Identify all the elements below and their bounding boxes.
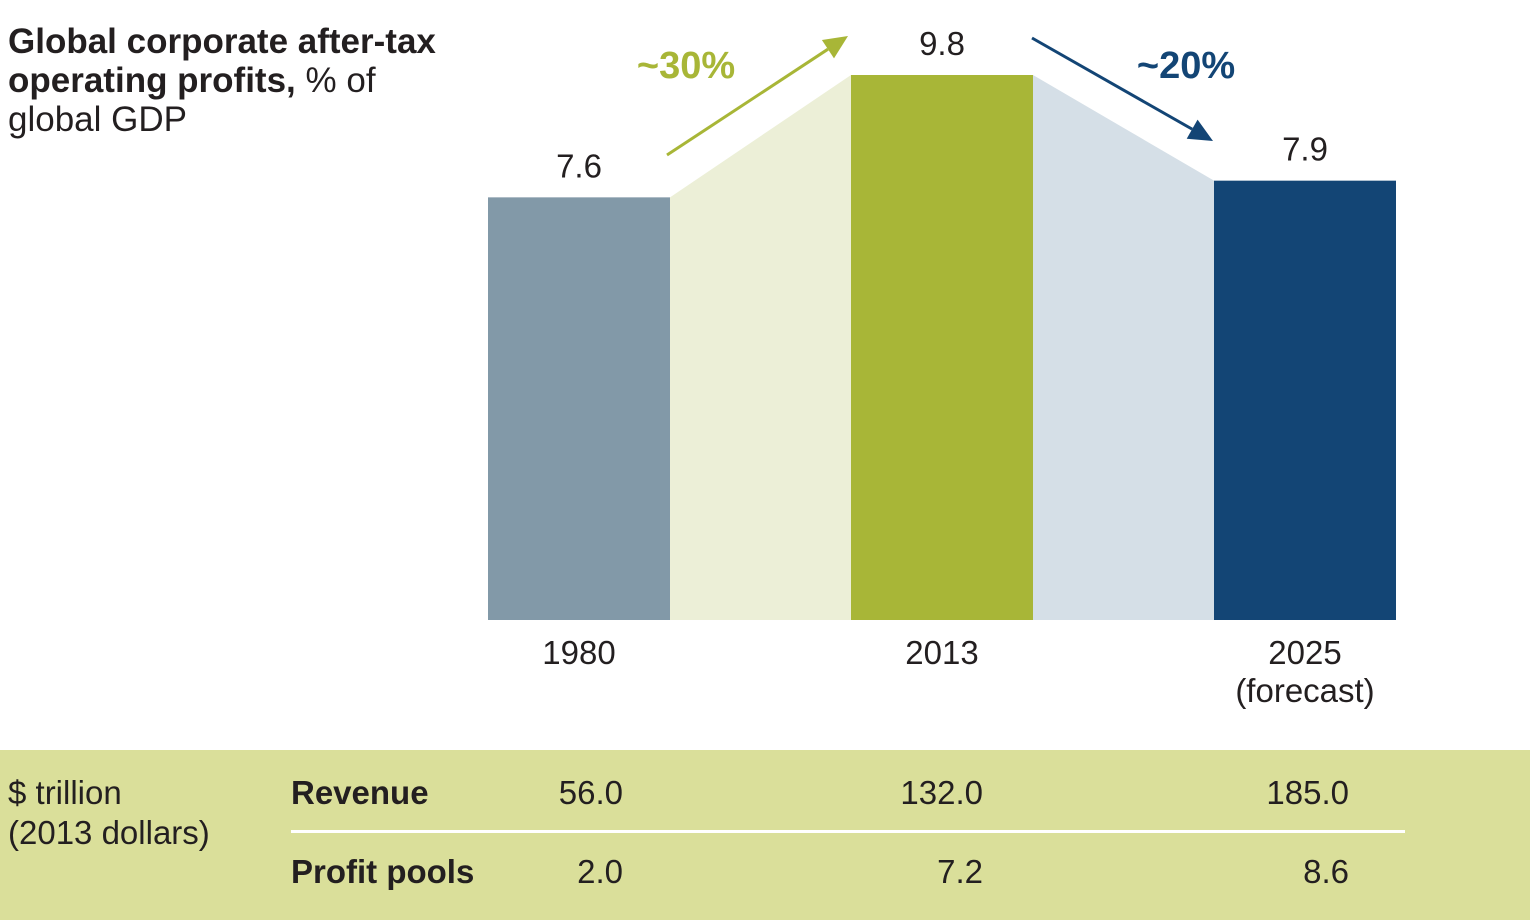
profit-pools-2013: 7.2 bbox=[937, 853, 983, 890]
value-label-1980: 7.6 bbox=[556, 147, 602, 184]
annotation-arrowhead-1 bbox=[821, 36, 848, 59]
annotation-arrow-1 bbox=[666, 47, 829, 157]
row-label-profit-pools: Profit pools bbox=[291, 853, 475, 890]
revenue-2025: 185.0 bbox=[1266, 774, 1349, 811]
annotation-label-2: ~20% bbox=[1137, 45, 1235, 87]
chart-title-bold: Global corporate after-tax operating pro… bbox=[8, 22, 436, 100]
value-label-2013: 9.8 bbox=[919, 25, 965, 62]
bar-1980 bbox=[488, 197, 670, 621]
table-divider bbox=[291, 830, 1405, 833]
category-label-2025: 2025 bbox=[1268, 634, 1341, 671]
table-unit-label: $ trillion (2013 dollars) bbox=[8, 773, 210, 853]
chart-title: Global corporate after-tax operating pro… bbox=[8, 22, 478, 139]
profit-pools-1980: 2.0 bbox=[577, 853, 623, 890]
bar-2013 bbox=[851, 75, 1033, 620]
category-label-2013: 2013 bbox=[905, 634, 978, 671]
connector-2013-2025 bbox=[1033, 75, 1214, 620]
revenue-1980: 56.0 bbox=[558, 774, 623, 811]
table-unit-line2: (2013 dollars) bbox=[8, 814, 210, 851]
row-label-revenue: Revenue bbox=[291, 774, 429, 811]
table-unit-line1: $ trillion bbox=[8, 774, 122, 811]
profit-pools-2025: 8.6 bbox=[1303, 853, 1349, 890]
chart-title-unit: % of global GDP bbox=[8, 61, 376, 139]
connector-1980-2013 bbox=[670, 75, 851, 620]
category-sublabel-2025: (forecast) bbox=[1235, 672, 1374, 709]
bar-chart: 7.6 1980 9.8 2013 7.9 2025(forecast) ~30% ~20% bbox=[488, 25, 1396, 709]
table-band bbox=[0, 750, 1530, 920]
revenue-2013: 132.0 bbox=[900, 774, 983, 811]
bar-2025 bbox=[1214, 180, 1396, 620]
annotation-label-1: ~30% bbox=[637, 45, 735, 87]
annotation-arrow-2 bbox=[1031, 36, 1193, 131]
category-label-1980: 1980 bbox=[542, 634, 615, 671]
value-label-2025: 7.9 bbox=[1282, 131, 1328, 168]
annotation-arrowhead-2 bbox=[1186, 119, 1213, 141]
